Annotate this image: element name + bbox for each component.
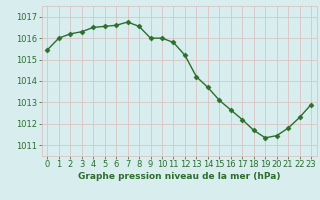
- X-axis label: Graphe pression niveau de la mer (hPa): Graphe pression niveau de la mer (hPa): [78, 172, 280, 181]
